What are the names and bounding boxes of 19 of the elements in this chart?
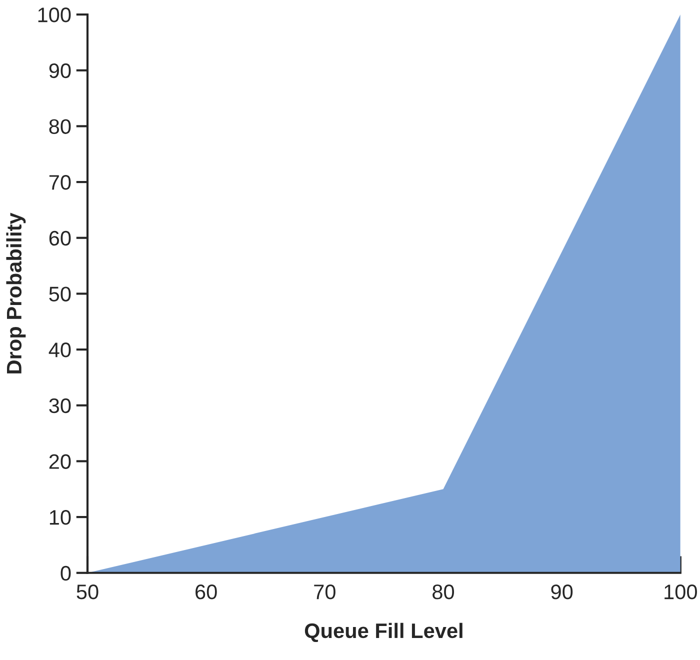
y-tick-label: 90: [49, 63, 71, 78]
y-tick-label: 60: [49, 230, 71, 246]
y-tick-label: 80: [49, 119, 71, 134]
y-tick-label: 40: [48, 342, 71, 358]
y-tick-label: 100: [38, 8, 71, 22]
y-tick-label: 50: [49, 286, 71, 302]
x-tick-label: 60: [196, 584, 217, 600]
x-axis-title: Queue Fill Level: [304, 622, 462, 642]
y-tick-label: 70: [49, 175, 71, 190]
y-axis-title: Drop Probability: [6, 212, 26, 374]
x-tick-label: 50: [76, 584, 98, 600]
x-tick-label: 100: [664, 584, 697, 600]
x-tick-label: 70: [314, 584, 336, 600]
x-tick-label: 90: [551, 584, 573, 600]
y-tick-label: 30: [49, 398, 71, 414]
y-tick-label: 0: [60, 566, 71, 581]
y-tick-label: 10: [50, 510, 71, 525]
y-tick-label: 20: [49, 454, 71, 469]
x-tick-label: 80: [432, 584, 454, 600]
